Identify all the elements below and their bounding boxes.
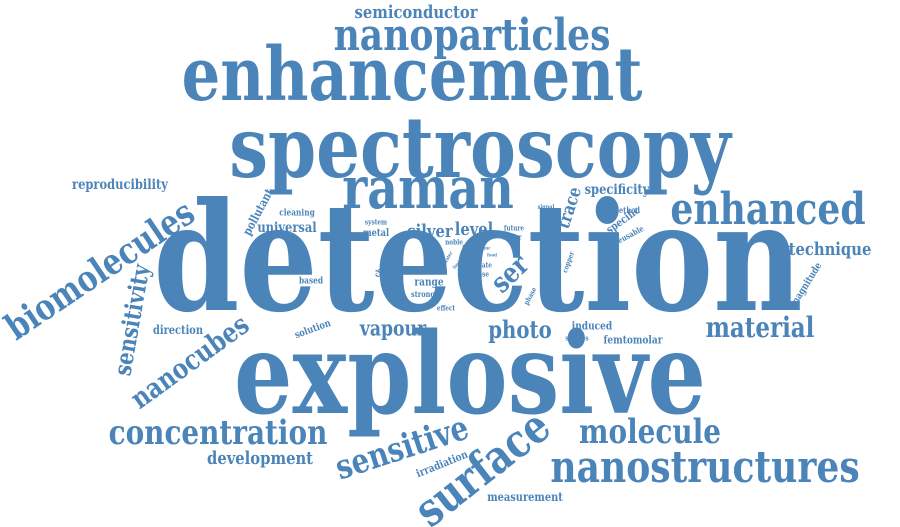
word-ion: ion (470, 253, 478, 260)
word-pier: pier (462, 243, 472, 250)
word-system: system (364, 217, 388, 227)
word-effect: effect (436, 303, 456, 313)
word-universal: universal (257, 220, 317, 236)
word-spectroscopy: spectroscopy (229, 98, 731, 197)
word-direction: direction (152, 323, 204, 337)
word-femtomolar: femtomolar (603, 333, 663, 347)
word-semiconductor: semiconductor (354, 2, 478, 23)
word-detection: detection (153, 170, 803, 346)
word-material: material (705, 311, 815, 344)
word-enhancement: enhancement (181, 32, 643, 118)
word-reproducibility: reproducibility (72, 177, 168, 193)
word-silver: silver (407, 221, 453, 242)
word-nanostructures: nanostructures (550, 442, 860, 493)
word-photo: photo (488, 315, 552, 344)
word-food: food (486, 252, 498, 259)
word-based: based (299, 276, 323, 287)
word-development: development (206, 448, 314, 469)
word-signal: signal (537, 204, 555, 211)
word-raman: raman (342, 154, 514, 222)
word-level: level (454, 219, 494, 240)
word-factor: factor (502, 232, 522, 242)
word-zinc: zinc (481, 245, 491, 252)
word-vapour: vapour (359, 315, 427, 341)
word-soil: soil (467, 262, 477, 269)
word-concentration: concentration (108, 413, 328, 453)
word-nanoparticles: nanoparticles (333, 10, 611, 61)
word-range: range (414, 275, 444, 289)
word-future: future (503, 223, 525, 233)
word-cleaning: cleaning (279, 208, 315, 219)
word-strong: strong (411, 289, 435, 299)
word-studies: studies (565, 333, 589, 343)
word-explosive: explosive (234, 309, 706, 440)
word-noble: noble (445, 237, 463, 247)
word-technique: technique (788, 239, 872, 260)
word-molecule: molecule (578, 412, 722, 452)
word-enhanced: enhanced (670, 184, 866, 235)
word-measurement: measurement (487, 490, 563, 504)
word-state: state (476, 260, 492, 270)
word-method: method (612, 205, 640, 215)
word-induced: induced (571, 319, 613, 333)
word-specificity: specificity (584, 182, 650, 198)
word-case: case (474, 269, 490, 279)
word-metal: metal (362, 228, 390, 239)
